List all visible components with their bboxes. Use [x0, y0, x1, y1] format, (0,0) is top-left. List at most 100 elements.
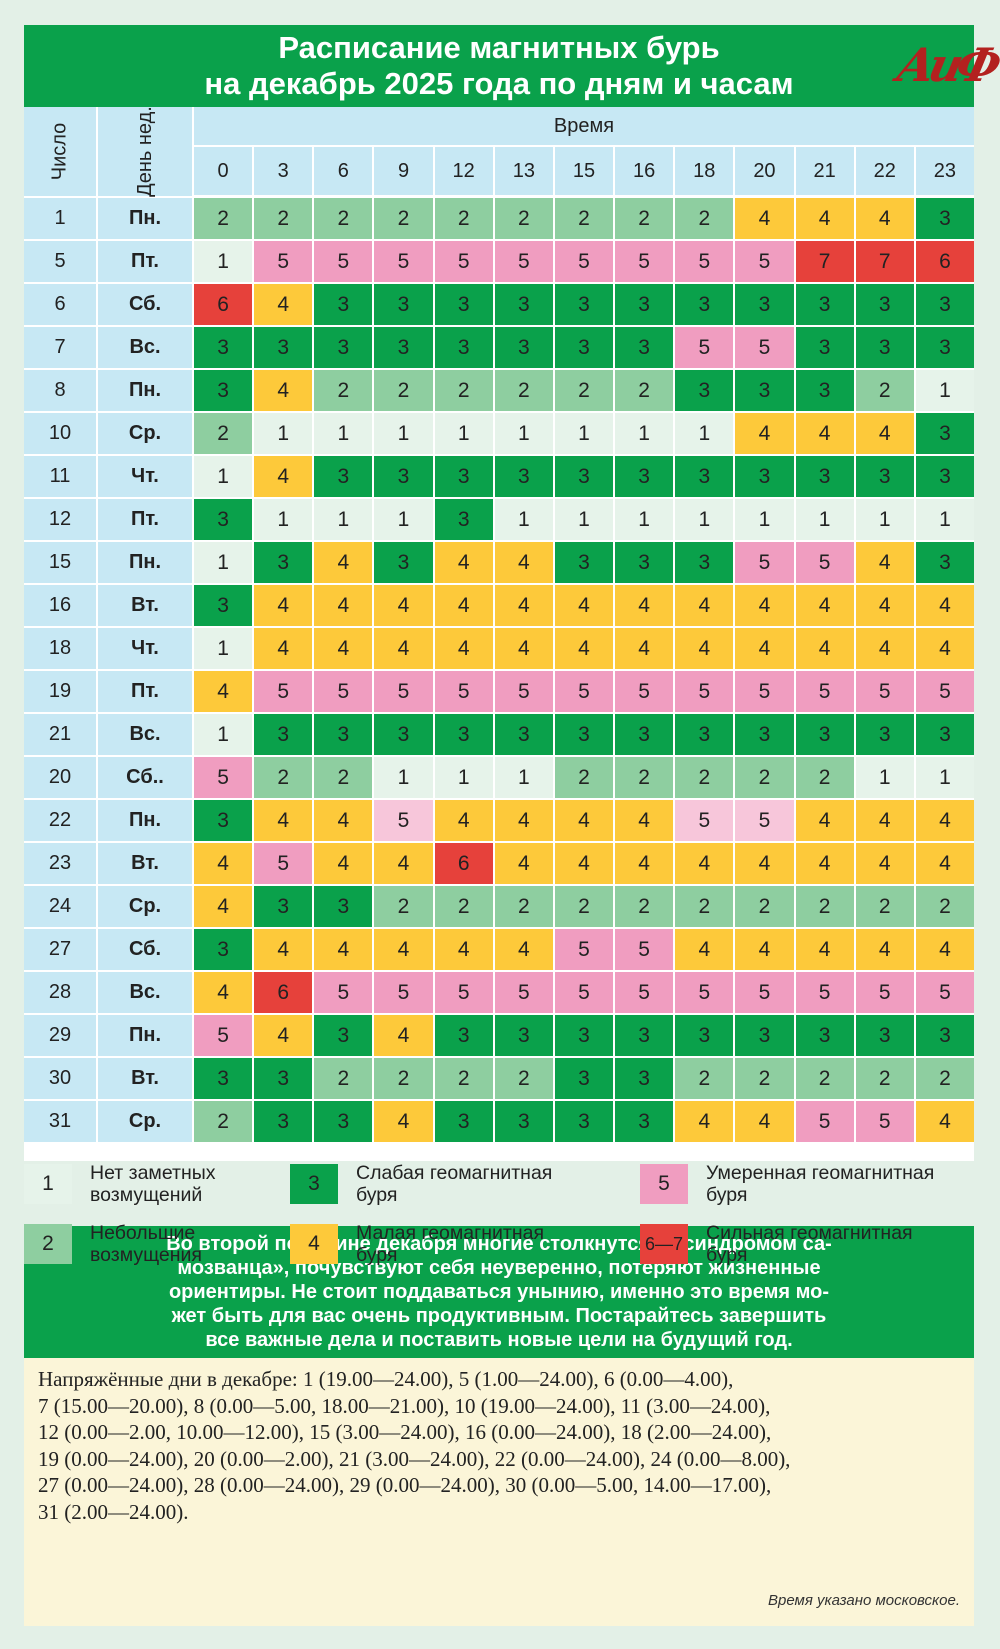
storm-level-cell: 2	[374, 886, 433, 927]
day-label: 21	[24, 714, 96, 755]
storm-level-cell: 5	[855, 972, 914, 1013]
storm-level-cell: 5	[374, 800, 433, 841]
storm-level-cell: 3	[314, 886, 373, 927]
storm-level-cell: 3	[254, 714, 313, 755]
storm-level-cell: 3	[554, 327, 614, 368]
storm-level-cell: 2	[615, 757, 674, 798]
storm-level-cell: 3	[434, 456, 493, 497]
storm-level-cell: 1	[615, 499, 674, 540]
legend-label-line: возмущения	[90, 1244, 202, 1266]
storm-level-cell: 3	[735, 714, 794, 755]
storm-level-cell: 3	[915, 714, 974, 755]
storm-level-cell: 5	[675, 327, 734, 368]
storm-level-cell: 3	[314, 1015, 373, 1056]
storm-level-cell: 3	[314, 714, 373, 755]
storm-level-cell: 3	[855, 1015, 914, 1056]
storm-level-cell: 5	[374, 671, 433, 712]
storm-level-cell: 4	[675, 929, 734, 970]
tense-days-box: Напряжённые дни в декабре: 1 (19.00—24.0…	[24, 1358, 974, 1626]
storm-level-cell: 2	[314, 757, 373, 798]
storm-level-cell: 4	[374, 843, 433, 884]
storm-level-cell: 2	[554, 370, 614, 411]
weekday-label: Пт.	[98, 241, 192, 282]
timezone-note: Время указано московское.	[768, 1591, 960, 1609]
storm-level-cell: 2	[554, 886, 614, 927]
storm-level-cell: 3	[374, 714, 433, 755]
storm-level-cell: 4	[554, 800, 614, 841]
storm-level-cell: 2	[374, 370, 433, 411]
day-label: 24	[24, 886, 96, 927]
storm-level-cell: 3	[494, 284, 553, 325]
storm-level-cell: 2	[675, 757, 734, 798]
storm-level-cell: 5	[615, 241, 674, 282]
storm-level-cell: 3	[615, 714, 674, 755]
storm-level-cell: 4	[254, 929, 313, 970]
storm-level-cell: 2	[675, 886, 734, 927]
storm-level-cell: 4	[314, 929, 373, 970]
storm-schedule-table: Число День нед. Время 0 3 6 9 12 13 15 16 18 20 21 22 2…	[24, 106, 974, 1161]
weekday-label: Пт.	[98, 671, 192, 712]
storm-level-cell: 1	[434, 413, 493, 454]
storm-level-cell: 4	[314, 585, 373, 626]
weekday-label: Сб.	[98, 284, 192, 325]
storm-level-cell: 4	[795, 198, 854, 239]
legend-label-line: Умеренная геомагнитная	[706, 1162, 935, 1184]
storm-level-cell: 3	[675, 542, 734, 583]
storm-level-cell: 3	[554, 1058, 614, 1099]
storm-level-cell: 4	[374, 585, 433, 626]
storm-level-cell: 5	[675, 800, 734, 841]
storm-level-cell: 4	[434, 929, 493, 970]
storm-level-cell: 3	[314, 327, 373, 368]
storm-level-cell: 3	[434, 499, 493, 540]
weekday-label: Чт.	[98, 456, 192, 497]
storm-level-cell: 1	[194, 241, 253, 282]
storm-level-cell: 4	[434, 542, 493, 583]
storm-level-cell: 4	[795, 413, 854, 454]
storm-level-cell: 3	[194, 327, 253, 368]
legend-label-line: Небольшие	[90, 1222, 196, 1244]
storm-level-cell: 4	[915, 800, 974, 841]
storm-level-cell: 5	[855, 1101, 914, 1142]
storm-level-cell: 1	[675, 499, 734, 540]
storm-level-cell: 4	[494, 843, 553, 884]
storm-level-cell: 5	[735, 972, 794, 1013]
storm-level-cell: 5	[795, 1101, 854, 1142]
storm-level-cell: 1	[254, 499, 313, 540]
storm-level-cell: 3	[615, 542, 674, 583]
tense-line: 31 (2.00—24.00).	[38, 1499, 189, 1524]
storm-level-cell: 6	[194, 284, 253, 325]
day-label: 18	[24, 628, 96, 669]
storm-level-cell: 4	[855, 800, 914, 841]
storm-level-cell: 2	[194, 1101, 253, 1142]
storm-level-cell: 4	[855, 929, 914, 970]
storm-level-cell: 3	[254, 1101, 313, 1142]
storm-level-cell: 2	[254, 757, 313, 798]
storm-level-cell: 2	[434, 1058, 493, 1099]
storm-level-cell: 1	[915, 757, 974, 798]
storm-level-cell: 3	[494, 1015, 553, 1056]
storm-level-cell: 4	[915, 585, 974, 626]
storm-level-cell: 4	[434, 628, 493, 669]
day-label: 12	[24, 499, 96, 540]
storm-level-cell: 6	[254, 972, 313, 1013]
day-label: 27	[24, 929, 96, 970]
legend-label-line: Малая геомагнитная	[356, 1222, 545, 1244]
day-label: 28	[24, 972, 96, 1013]
storm-level-cell: 5	[494, 671, 553, 712]
storm-level-cell: 3	[374, 327, 433, 368]
storm-level-cell: 3	[915, 413, 974, 454]
storm-level-cell: 1	[795, 499, 854, 540]
storm-level-cell: 3	[494, 456, 553, 497]
storm-level-cell: 3	[434, 1101, 493, 1142]
storm-level-cell: 3	[314, 1101, 373, 1142]
storm-level-cell: 3	[795, 714, 854, 755]
storm-level-cell: 1	[434, 757, 493, 798]
storm-level-cell: 2	[254, 198, 313, 239]
day-label: 15	[24, 542, 96, 583]
storm-level-cell: 1	[615, 413, 674, 454]
storm-level-cell: 4	[915, 628, 974, 669]
storm-level-cell: 4	[374, 929, 433, 970]
storm-level-cell: 4	[855, 413, 914, 454]
storm-level-cell: 6	[915, 241, 974, 282]
storm-level-cell: 4	[254, 284, 313, 325]
